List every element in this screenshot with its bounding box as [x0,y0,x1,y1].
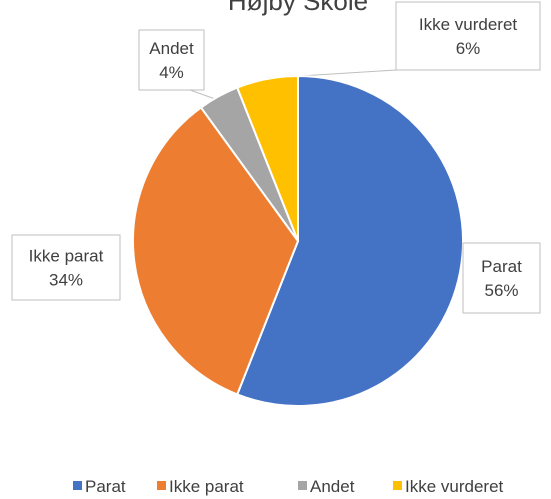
data-label: 4% [159,63,184,82]
legend-swatch [157,481,166,490]
pie-slice [235,74,464,407]
data-label-name: Andet [149,39,194,58]
data-label-name: Ikke parat [29,247,104,266]
pie-slice [235,74,299,242]
pie-slice [132,106,300,396]
data-label: 56% [484,281,518,300]
data-label: 6% [456,39,481,58]
label-box [462,242,541,314]
label-box [11,234,121,301]
legend-label: Andet [310,477,355,496]
legend-label: Parat [85,477,126,496]
label-box [138,29,205,91]
data-label-name: Ikke vurderet [419,15,518,34]
chart-title: Højby Skole [228,0,368,16]
label-box [395,1,541,71]
legend-label: Ikke parat [169,477,244,496]
legend-swatch [393,481,402,490]
data-label-name: Parat [481,257,522,276]
data-label: 34% [49,271,83,290]
legend-label: Ikke vurderet [405,477,504,496]
legend-swatch [73,481,82,490]
legend-swatch [298,481,307,490]
